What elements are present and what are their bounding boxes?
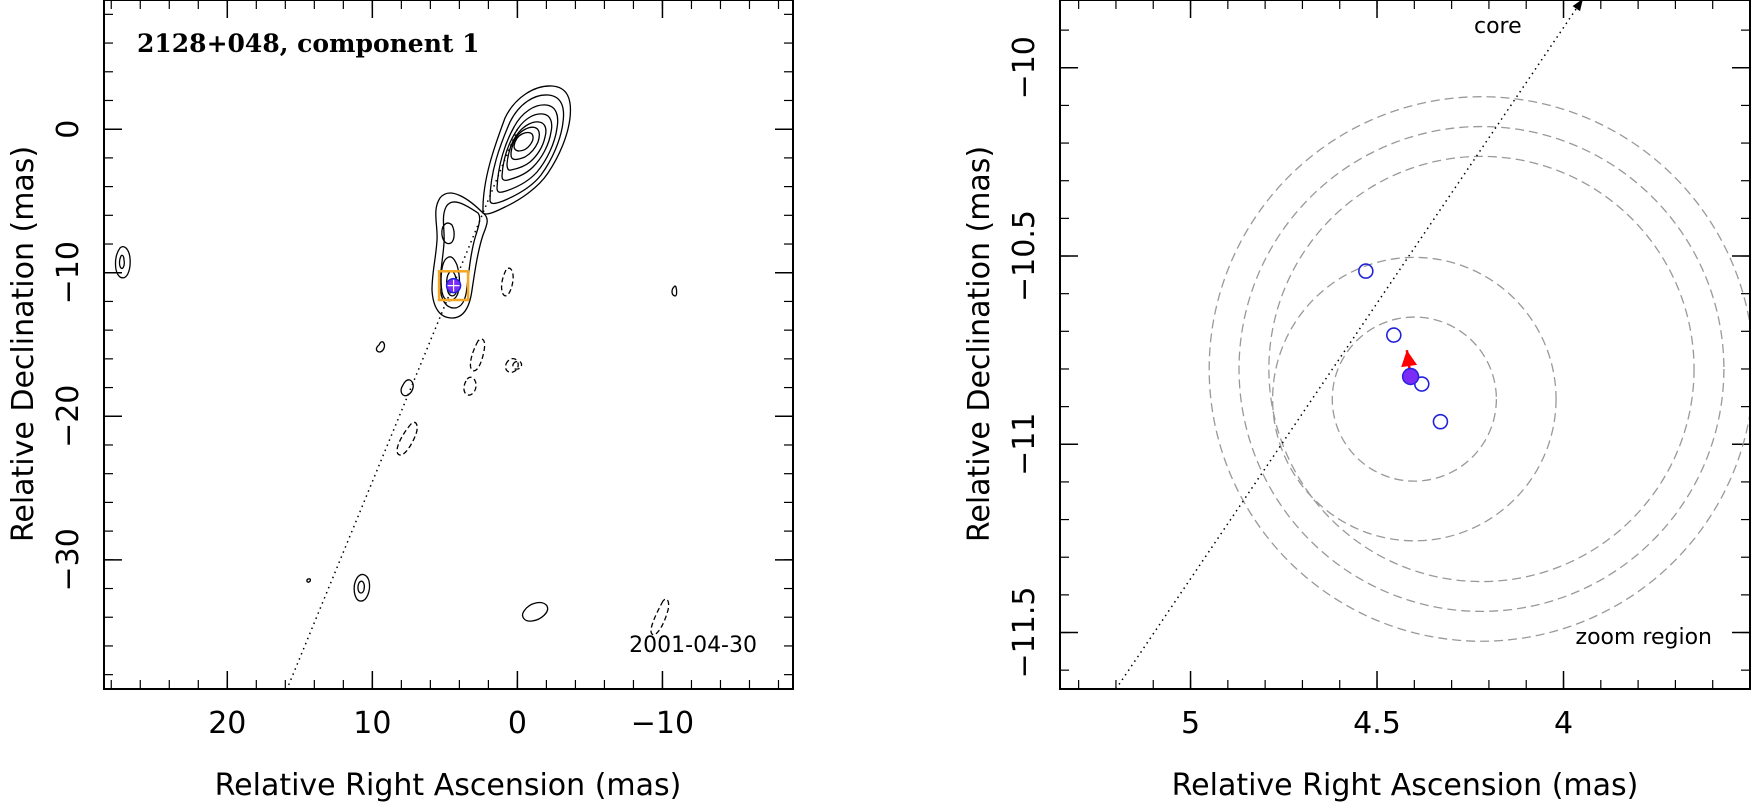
contour-isolated-3 <box>353 573 371 602</box>
right-error-circle <box>1331 316 1498 482</box>
contour-core-4 <box>501 113 553 182</box>
contour-core-7 <box>513 131 534 152</box>
contour-negative-7 <box>650 598 670 636</box>
left-xlabel: Relative Right Ascension (mas) <box>215 768 682 803</box>
right-zoom-label: zoom region <box>1576 625 1712 650</box>
contour-jet-1 <box>431 192 488 319</box>
left-ytick-label: −20 <box>51 385 86 448</box>
left-plot-frame <box>103 0 794 690</box>
left-ylabel: Relative Declination (mas) <box>6 146 41 542</box>
left-zoom-box[interactable] <box>437 270 470 302</box>
contour-isolated-1 <box>375 341 386 353</box>
contour-core-2 <box>489 94 565 205</box>
right-error-circle <box>1271 256 1557 542</box>
left-xtick-label: 0 <box>508 706 527 741</box>
left-ytick-label: 0 <box>51 120 86 139</box>
contour-isolated-2 <box>400 379 414 397</box>
left-date-label: 2001-04-30 <box>629 633 757 658</box>
right-ticks <box>1060 0 1751 689</box>
contour-isolated-4 <box>521 601 549 622</box>
contour-negative-5 <box>512 360 523 370</box>
contour-negative-6 <box>396 421 418 456</box>
right-error-circle <box>1268 155 1695 583</box>
right-ylabel: Relative Declination (mas) <box>962 146 997 542</box>
contour-isolated-3-inner <box>357 580 366 594</box>
right-xtick-label: 4.5 <box>1353 706 1401 741</box>
right-xtick-label: 5 <box>1181 706 1200 741</box>
right-ytick-label: −11 <box>1007 413 1042 476</box>
right-filled-position-marker[interactable] <box>1401 367 1420 386</box>
left-ticks <box>104 0 793 689</box>
contour-jet-3 <box>441 222 455 245</box>
right-core-label: core <box>1474 14 1522 39</box>
right-ytick-label: −10 <box>1007 36 1042 99</box>
right-positions <box>1358 263 1449 430</box>
right-error-circle <box>1238 125 1725 613</box>
contour-negative-3 <box>463 376 477 396</box>
left-ytick-label: −10 <box>51 241 86 304</box>
right-ytick-label: −10.5 <box>1007 210 1042 302</box>
right-panel: core zoom region 5 4.5 4 −10 −10.5 −11 −11.5 R… <box>962 0 1751 803</box>
right-open-position-marker[interactable] <box>1358 263 1374 279</box>
right-jet-axis-line <box>1115 0 1584 690</box>
contour-negative-1 <box>500 267 514 297</box>
contour-core-3 <box>496 104 559 193</box>
left-ytick-label: −30 <box>51 528 86 591</box>
right-open-position-marker[interactable] <box>1432 413 1449 430</box>
right-open-position-marker[interactable] <box>1386 327 1402 343</box>
contour-negative-2 <box>469 338 486 372</box>
right-xtick-label: 4 <box>1554 706 1573 741</box>
contour-jet-4 <box>440 256 461 302</box>
contour-jet-2 <box>439 201 481 309</box>
right-ytick-label: −11.5 <box>1007 587 1042 679</box>
contour-negative-4 <box>504 357 519 373</box>
right-error-circle <box>1208 96 1750 642</box>
left-xtick-label: 20 <box>208 706 246 741</box>
contour-isolated-left-inner <box>118 254 125 270</box>
contour-core-1 <box>482 85 572 215</box>
right-error-circles <box>1208 96 1750 642</box>
left-contours <box>114 85 678 636</box>
left-xtick-label: −10 <box>631 706 694 741</box>
contour-isolated-6 <box>671 285 678 297</box>
right-xlabel: Relative Right Ascension (mas) <box>1172 768 1639 803</box>
contour-isolated-5 <box>306 578 312 583</box>
left-xtick-label: 10 <box>353 706 391 741</box>
left-tick-labels: 20 10 0 −10 0 −10 −20 −30 <box>51 120 694 741</box>
left-title: 2128+048, component 1 <box>137 29 480 58</box>
right-plot-frame <box>1059 0 1751 690</box>
contour-isolated-left <box>114 245 131 279</box>
right-motion-vector-arrowhead <box>1401 350 1418 368</box>
left-panel: 2128+048, component 1 2001-04-30 20 10 0 −1… <box>6 0 794 803</box>
contour-core-5 <box>506 121 547 171</box>
contour-core-6 <box>510 126 540 161</box>
right-tick-labels: 5 4.5 4 −10 −10.5 −11 −11.5 <box>1007 36 1573 741</box>
